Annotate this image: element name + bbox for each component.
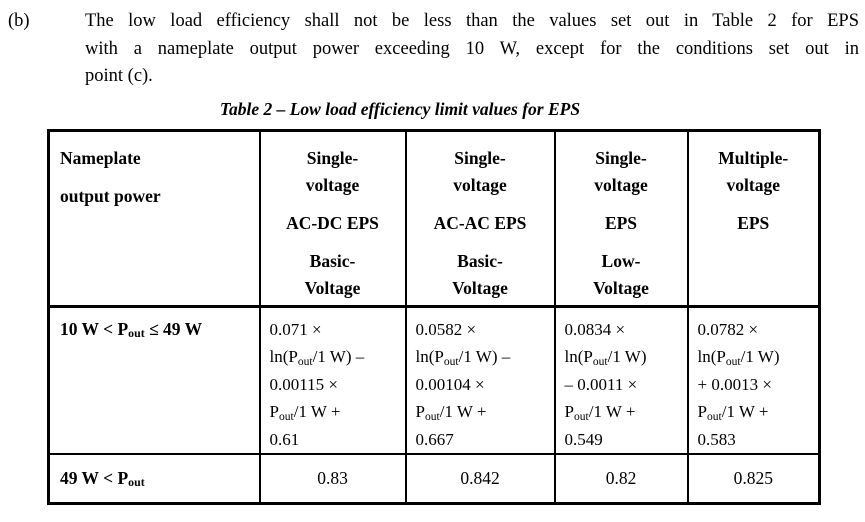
table-row-10w-to-49w: 10 W < Pout ≤ 49 W 0.071 × ln(Pout/1 W) –… <box>47 305 821 455</box>
eps-limits-table: Nameplate output power Single-voltage AC-D… <box>47 128 821 505</box>
header-nameplate-output-power: Nameplate output power <box>47 129 261 308</box>
table-2-title: Table 2 – Low load efficiency limit valu… <box>219 98 581 119</box>
header-single-voltage-ac-ac-eps-basic: Single-voltage AC-AC EPS Basic- Voltage <box>404 129 556 308</box>
limit-value-ac-ac-basic: 0.842 <box>404 453 556 504</box>
limit-value-multiple-voltage: 0.825 <box>686 453 821 504</box>
range-cell-over-49w: 49 W < Pout <box>47 453 261 504</box>
limit-value-ac-dc-basic: 0.83 <box>258 453 407 504</box>
formula-cell-eps-low: 0.0834 × ln(Pout/1 W) – 0.0011 × Pout/1 W +… <box>553 305 689 455</box>
limit-value-eps-low: 0.82 <box>553 453 689 504</box>
formula-cell-ac-ac-basic: 0.0582 × ln(Pout/1 W) –0.00104 × Pout/1 W … <box>404 305 556 455</box>
header-multiple-voltage-eps: Multiple-voltage EPS <box>686 129 821 308</box>
formula-cell-ac-dc-basic: 0.071 × ln(Pout/1 W) –0.00115 × Pout/1 W +… <box>258 305 407 455</box>
clause-b-text: The low load efficiency shall not be les… <box>85 11 859 86</box>
clause-b-label: (b) <box>8 11 30 31</box>
header-single-voltage-ac-dc-eps-basic: Single-voltage AC-DC EPS Basic- Voltage <box>258 129 407 308</box>
formula-cell-multiple-voltage: 0.0782 × ln(Pout/1 W) + 0.0013 × Pout/1 W +… <box>686 305 821 455</box>
range-cell-10w-49w: 10 W < Pout ≤ 49 W <box>47 305 261 455</box>
header-single-voltage-eps-low: Single-voltage EPS Low- Voltage <box>553 129 689 308</box>
clause-b: (b) The low load efficiency shall not be… <box>0 0 865 91</box>
table-header-row: Nameplate output power Single-voltage AC-D… <box>47 129 821 308</box>
table-row-over-49w: 49 W < Pout 0.83 0.842 0.82 0.825 <box>47 453 821 504</box>
